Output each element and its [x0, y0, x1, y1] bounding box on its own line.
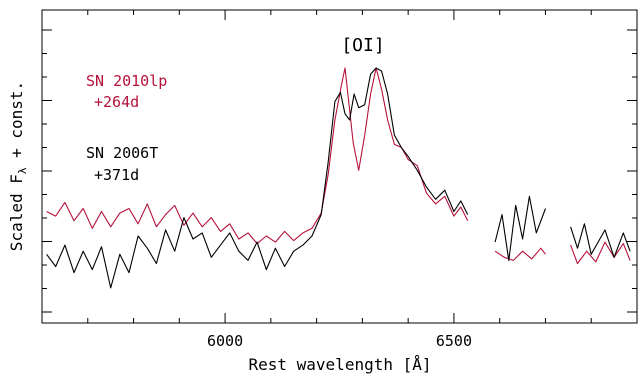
axis-ticks [42, 10, 638, 323]
series-layer [46, 67, 631, 289]
legend-label-2006T: SN 2006T [86, 144, 158, 162]
plot-frame [41, 9, 638, 324]
series-line-sn-2006t [46, 67, 631, 289]
legend: SN 2010lp +264d SN 2006T +371d [86, 72, 167, 184]
series-line-sn-2010lp [46, 67, 631, 265]
y-axis-label: Scaled Fλ + const. [7, 81, 29, 251]
legend-epoch-2006T: +371d [94, 166, 139, 184]
x-axis-label: Rest wavelength [Å] [248, 355, 431, 374]
y-axis-label-tail: + const. [7, 81, 26, 168]
y-axis-label-sub: λ [16, 167, 29, 174]
x-tick-labels: 6000 6500 [207, 332, 472, 350]
legend-label-2010lp: SN 2010lp [86, 72, 167, 90]
legend-epoch-2010lp: +264d [94, 93, 139, 111]
y-axis-label-main: Scaled F [7, 174, 26, 251]
x-tick-label: 6000 [207, 332, 243, 350]
x-tick-label: 6500 [436, 332, 472, 350]
line-annotation: [OI] [341, 35, 384, 56]
